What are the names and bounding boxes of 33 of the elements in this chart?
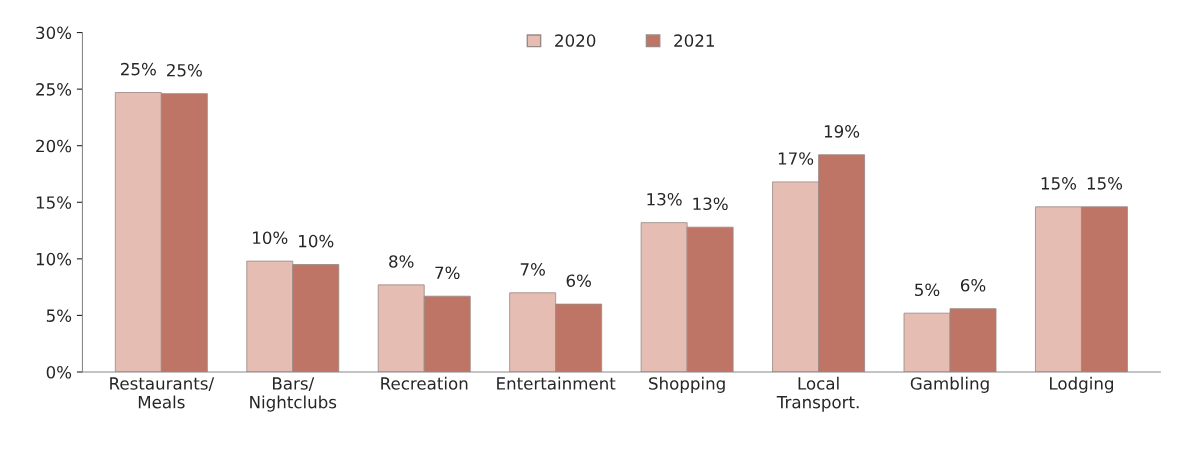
legend-label: 2021 (674, 34, 714, 47)
x-tick-label: Recreation (381, 376, 468, 390)
data-label: 25% (167, 63, 202, 77)
legend-label: 2020 (555, 34, 596, 47)
y-tick-label: 10% (36, 252, 72, 266)
y-tick-label: 15% (36, 196, 72, 209)
data-label: 15% (1041, 177, 1077, 190)
x-tick-label: Lodging (1050, 376, 1114, 393)
x-tick-label: Local Transport. (776, 376, 859, 412)
data-label: 10% (299, 234, 334, 248)
x-tick-label: Entertainment (497, 376, 616, 390)
data-label: 7% (520, 263, 545, 276)
data-label: 13% (693, 197, 728, 211)
y-tick-label: 20% (36, 139, 72, 153)
data-label: 19% (824, 125, 860, 138)
x-tick-label: Restaurants/ Meals (110, 377, 215, 409)
data-label: 5% (915, 283, 940, 297)
data-label: 7% (435, 266, 460, 280)
x-tick-label: Shopping (649, 376, 725, 393)
data-label: 13% (647, 192, 682, 206)
y-tick-label: 30% (36, 26, 72, 40)
data-label: 15% (1087, 177, 1123, 190)
data-label: 6% (566, 274, 591, 287)
x-tick-label: Bars/ Nightclubs (250, 377, 337, 412)
data-label: 8% (389, 255, 414, 268)
x-tick-label: Gambling (910, 376, 989, 393)
data-label: 10% (253, 231, 288, 244)
data-label: 25% (121, 62, 156, 76)
y-tick-label: 0% (46, 365, 72, 379)
y-tick-label: 25% (36, 83, 72, 96)
data-label: 17% (778, 152, 814, 165)
y-tick-label: 5% (46, 309, 72, 322)
data-label: 6% (960, 278, 986, 292)
